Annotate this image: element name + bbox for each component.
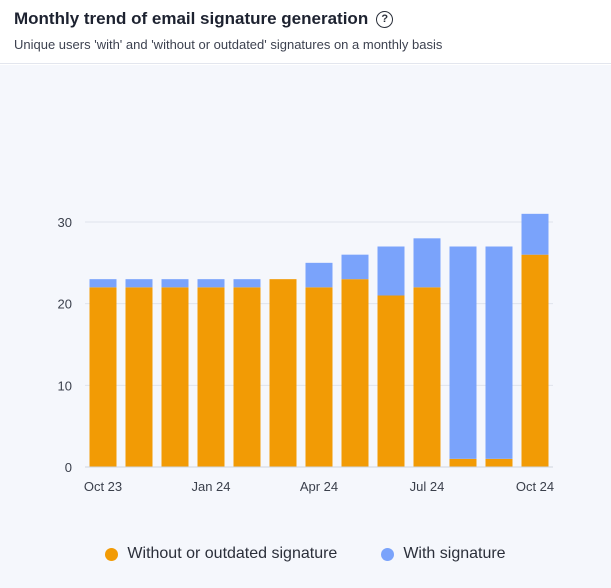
legend-swatch-without: [105, 547, 119, 561]
chart-header: Monthly trend of email signature generat…: [0, 0, 611, 64]
bar-without-signature[interactable]: [449, 458, 477, 467]
bar-with-signature[interactable]: [125, 279, 153, 288]
stacked-bar-chart: 0 10 20 30 Oct 23 Jan 24 Apr 24 Jul 24 Oct 24: [58, 213, 554, 494]
bar-without-signature[interactable]: [269, 279, 297, 467]
bar-with-signature[interactable]: [305, 262, 333, 288]
legend-swatch-with: [381, 547, 395, 561]
y-tick-label: 0: [65, 460, 72, 475]
y-tick-label: 10: [58, 378, 72, 393]
bar-without-signature[interactable]: [305, 287, 333, 467]
legend-label-with: With signature: [403, 545, 506, 562]
chart-title: Monthly trend of email signature generat…: [14, 9, 369, 28]
bar-with-signature[interactable]: [485, 246, 513, 459]
bar-without-signature[interactable]: [89, 287, 117, 467]
bar-with-signature[interactable]: [341, 254, 369, 280]
title-row: Monthly trend of email signature generat…: [14, 7, 611, 31]
bar-with-signature[interactable]: [161, 279, 189, 288]
chart-subtitle: Unique users 'with' and 'without or outd…: [14, 37, 443, 52]
y-tick-label: 30: [58, 215, 72, 230]
bar-with-signature[interactable]: [233, 279, 261, 288]
y-tick-label: 20: [58, 297, 72, 312]
x-tick-label: Oct 24: [516, 479, 554, 494]
question-circle-icon[interactable]: ?: [376, 10, 394, 28]
legend-item-with-signature[interactable]: With signature: [381, 545, 506, 563]
bar-without-signature[interactable]: [377, 295, 405, 468]
x-tick-label: Apr 24: [300, 479, 338, 494]
bar-with-signature[interactable]: [89, 279, 117, 288]
bar-without-signature[interactable]: [521, 254, 549, 467]
bar-with-signature[interactable]: [413, 238, 441, 288]
bar-without-signature[interactable]: [161, 287, 189, 467]
x-tick-label: Jul 24: [410, 479, 445, 494]
bar-without-signature[interactable]: [485, 458, 513, 467]
legend-label-without: Without or outdated signature: [127, 545, 338, 562]
x-tick-label: Oct 23: [84, 479, 122, 494]
bar-without-signature[interactable]: [197, 287, 225, 467]
chart-area: 0 10 20 30 Oct 23 Jan 24 Apr 24 Jul 24 Oct 24 Wi…: [0, 65, 611, 588]
bar-with-signature[interactable]: [377, 246, 405, 296]
legend-item-without-signature[interactable]: Without or outdated signature: [105, 545, 337, 563]
bar-with-signature[interactable]: [197, 279, 225, 288]
bar-without-signature[interactable]: [125, 287, 153, 467]
chart-legend: Without or outdated signature With signa…: [0, 542, 611, 566]
x-tick-label: Jan 24: [191, 479, 230, 494]
bar-without-signature[interactable]: [341, 279, 369, 467]
bar-with-signature[interactable]: [521, 213, 549, 255]
bar-without-signature[interactable]: [233, 287, 261, 467]
bar-without-signature[interactable]: [413, 287, 441, 467]
bar-with-signature[interactable]: [449, 246, 477, 459]
